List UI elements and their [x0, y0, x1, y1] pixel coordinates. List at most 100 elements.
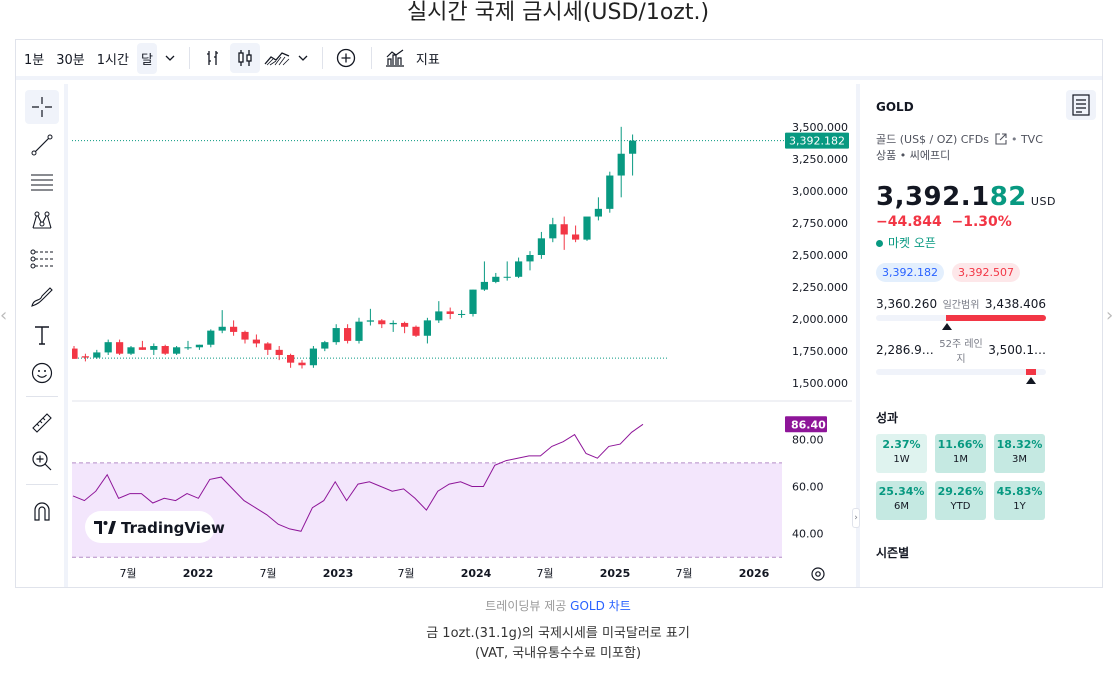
interval-1min[interactable]: 1분 — [24, 52, 45, 68]
52w-high: 3,500.1… — [988, 343, 1046, 357]
fib-retracement-icon[interactable] — [25, 166, 59, 200]
perf-cell-ytd[interactable]: 29.26% YTD — [935, 481, 986, 520]
ask-price: 3,392.507 — [951, 263, 1020, 282]
candle-body — [207, 330, 215, 345]
rsi-tick-label: 40.00 — [792, 528, 824, 541]
emoji-icon[interactable] — [25, 356, 59, 390]
performance-title: 성과 — [876, 411, 899, 425]
price-tick-label: 2,000.000 — [792, 313, 848, 326]
day-low: 3,360.260 — [876, 296, 938, 311]
candle-body — [629, 140, 637, 154]
bar-chart-type-icon[interactable] — [198, 43, 228, 73]
last-price: 3,392.182 USD — [876, 182, 1056, 212]
indicators-icon[interactable] — [380, 43, 410, 73]
perf-value: 2.37% — [882, 438, 921, 451]
external-link-icon[interactable] — [995, 132, 1008, 152]
candle-body — [389, 322, 397, 325]
candle-body — [81, 356, 89, 358]
candle-body — [173, 347, 181, 354]
perf-label: 3M — [1012, 454, 1027, 465]
ruler-icon[interactable] — [25, 406, 59, 440]
perf-cell-1y[interactable]: 45.83% 1Y — [994, 481, 1045, 520]
compare-add-icon[interactable] — [331, 43, 361, 73]
day-high: 3,438.406 — [984, 296, 1046, 311]
candle-body — [515, 261, 523, 277]
52w-range-label: 52주 레인지 — [939, 339, 983, 365]
chevron-left-icon[interactable]: ‹ — [0, 305, 8, 326]
time-tick-label: 7월 — [397, 567, 414, 580]
rsi-last-label: 86.40 — [791, 418, 826, 431]
symbol-name[interactable]: GOLD — [876, 100, 914, 114]
candle-body — [241, 331, 249, 340]
candle-body — [104, 342, 112, 353]
source-link[interactable]: GOLD 차트 — [570, 599, 631, 613]
bid-price: 3,392.182 — [876, 263, 944, 282]
interval-1hour[interactable]: 1시간 — [96, 52, 129, 68]
tradingview-logo[interactable]: TradingView — [85, 511, 225, 543]
candle-body — [401, 322, 409, 327]
candle-body — [321, 342, 329, 349]
perf-value: 18.32% — [996, 438, 1043, 451]
candlestick-type-icon[interactable] — [229, 43, 260, 73]
candle-body — [480, 281, 488, 290]
52w-low: 2,286.9… — [876, 343, 934, 357]
zoom-in-icon[interactable] — [25, 444, 59, 478]
chevron-down-icon[interactable] — [294, 43, 312, 73]
price-chart[interactable]: 1,500.000 1,750.000 2,000.000 2,250.000 2,50… — [70, 84, 852, 588]
perf-cell-3m[interactable]: 18.32% 3M — [994, 434, 1045, 473]
time-tick-label: 7월 — [675, 567, 692, 580]
time-tick-label: 2023 — [323, 567, 354, 580]
watchlist-details-icon[interactable] — [1066, 90, 1096, 120]
tradingview-logo-icon — [94, 521, 102, 534]
candle-body — [378, 320, 386, 325]
perf-label: YTD — [950, 501, 971, 512]
candle-body — [298, 362, 306, 366]
magnet-icon[interactable] — [25, 494, 59, 528]
brush-icon[interactable] — [25, 280, 59, 314]
pattern-icon[interactable] — [25, 204, 59, 238]
perf-value: 29.26% — [937, 485, 984, 498]
rsi-last-badge — [785, 416, 827, 433]
perf-cell-6m[interactable]: 25.34% 6M — [876, 481, 927, 520]
last-price-badge — [785, 132, 849, 149]
time-tick-label: 2026 — [739, 567, 770, 580]
candle-body — [412, 326, 420, 336]
rsi-tick-label: 80.00 — [792, 433, 824, 446]
indicators-button[interactable]: 지표 — [415, 52, 440, 68]
candle-body — [503, 276, 511, 278]
note-line-2: (VAT, 국내유통수수료 미포함) — [474, 646, 642, 661]
interval-30min[interactable]: 30분 — [56, 52, 85, 68]
chevron-down-icon[interactable] — [161, 43, 179, 73]
forecast-icon[interactable] — [25, 242, 59, 276]
day-range-label: 일간범위 — [942, 300, 980, 311]
area-chart-type-icon[interactable] — [262, 43, 292, 73]
time-tick-label: 2024 — [461, 567, 492, 580]
52w-range-marker-icon — [1026, 377, 1036, 384]
candle-body — [184, 347, 192, 349]
chart-settings-icon[interactable] — [811, 567, 825, 581]
price-tick-label: 1,750.000 — [792, 345, 848, 358]
chart-note: 금 1ozt.(31.1g)의 국제시세를 미국달러로 표기 (VAT, 국내유통… — [0, 624, 1116, 664]
interval-month[interactable]: 달 — [136, 42, 157, 74]
price-tick-label: 2,500.000 — [792, 249, 848, 262]
candle-body — [606, 175, 614, 209]
candle-body — [526, 255, 534, 262]
collapse-panel-handle[interactable]: › — [852, 508, 860, 528]
candle-body — [230, 326, 238, 332]
text-tool-icon[interactable] — [25, 318, 59, 352]
perf-cell-1m[interactable]: 11.66% 1M — [935, 434, 986, 473]
candle-body — [492, 276, 500, 282]
candle-body — [287, 354, 295, 363]
symbol-info-panel: GOLD 골드 (US$ / OZ) CFDs • TVC 상품 • 씨에프디 … — [856, 84, 1056, 587]
chart-pane[interactable]: 1,500.000 1,750.000 2,000.000 2,250.000 2,50… — [70, 84, 852, 588]
crosshair-icon[interactable] — [25, 90, 59, 124]
candle-body — [344, 328, 352, 341]
rsi-line — [72, 423, 644, 532]
perf-value: 25.34% — [878, 485, 925, 498]
tradingview-widget: 1분 30분 1시간 달 지표 — [15, 39, 1103, 588]
status-dot-icon — [876, 240, 883, 247]
chevron-right-icon[interactable]: › — [1106, 305, 1114, 326]
trend-line-icon[interactable] — [25, 128, 59, 162]
perf-cell-1w[interactable]: 2.37% 1W — [876, 434, 927, 473]
source-prefix: 트레이딩뷰 제공 — [485, 599, 567, 613]
